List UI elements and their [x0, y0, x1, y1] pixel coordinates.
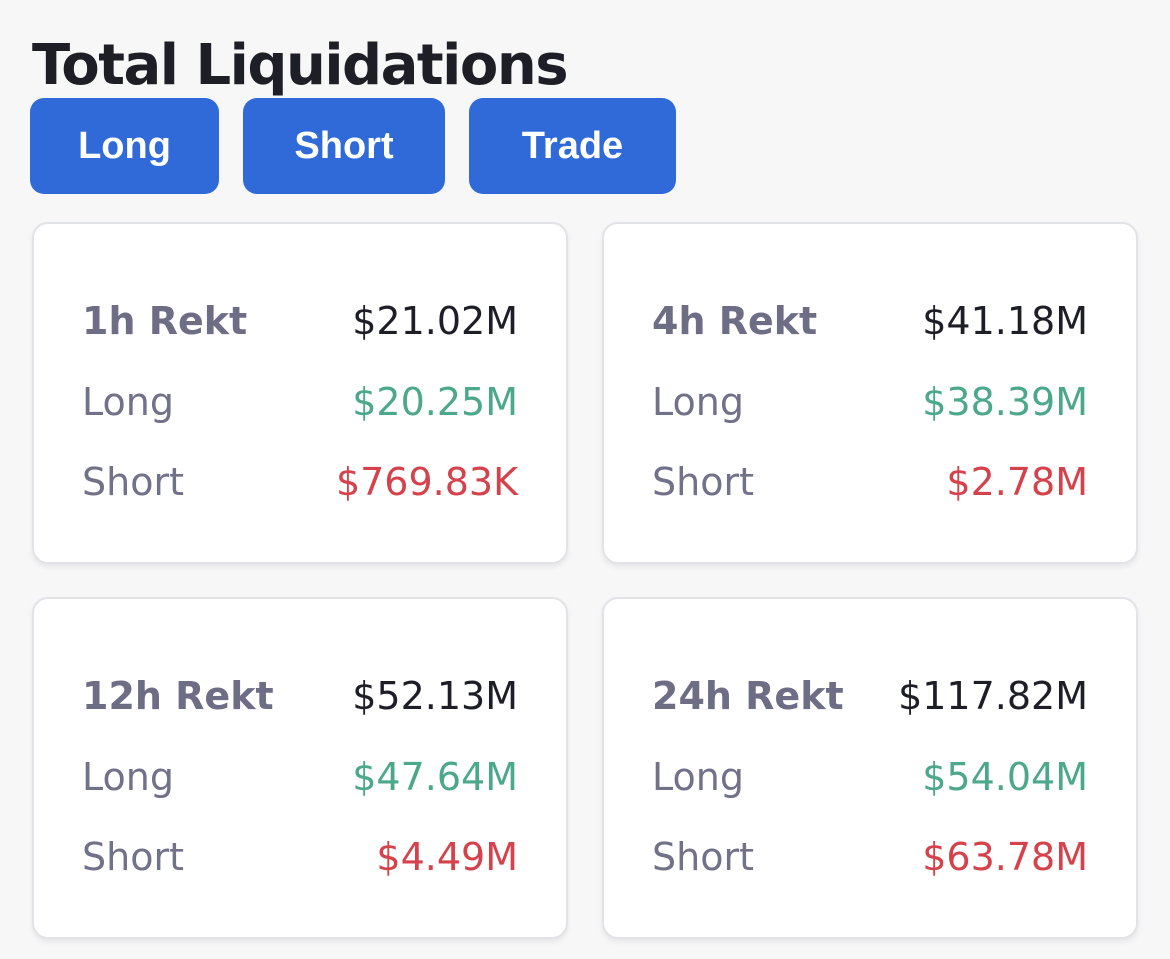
period-label: 4h Rekt	[652, 299, 818, 343]
card-12h: 12h Rekt $52.13M Long $47.64M Short $4.4…	[32, 597, 568, 939]
card-row-short: Short $4.49M	[82, 832, 518, 882]
long-button[interactable]: Long	[30, 98, 219, 194]
card-row-long: Long $54.04M	[652, 752, 1088, 802]
short-value: $769.83K	[335, 460, 518, 504]
short-label: Short	[82, 460, 184, 504]
short-value: $63.78M	[922, 835, 1088, 879]
short-label: Short	[82, 835, 184, 879]
card-4h: 4h Rekt $41.18M Long $38.39M Short $2.78…	[602, 222, 1138, 564]
period-label: 1h Rekt	[82, 299, 248, 343]
short-label: Short	[652, 835, 754, 879]
card-1h: 1h Rekt $21.02M Long $20.25M Short $769.…	[32, 222, 568, 564]
total-value: $21.02M	[352, 299, 518, 343]
card-row-long: Long $47.64M	[82, 752, 518, 802]
long-value: $38.39M	[922, 380, 1088, 424]
total-value: $117.82M	[898, 674, 1088, 718]
period-label: 24h Rekt	[652, 674, 844, 718]
card-24h: 24h Rekt $117.82M Long $54.04M Short $63…	[602, 597, 1138, 939]
long-label: Long	[652, 380, 744, 424]
long-label: Long	[652, 755, 744, 799]
long-value: $54.04M	[922, 755, 1088, 799]
short-value: $2.78M	[946, 460, 1088, 504]
card-row-short: Short $2.78M	[652, 457, 1088, 507]
long-label: Long	[82, 380, 174, 424]
card-row-short: Short $63.78M	[652, 832, 1088, 882]
page-title: Total Liquidations	[32, 33, 569, 98]
card-row-short: Short $769.83K	[82, 457, 518, 507]
period-label: 12h Rekt	[82, 674, 274, 718]
long-label: Long	[82, 755, 174, 799]
long-value: $47.64M	[352, 755, 518, 799]
short-value: $4.49M	[376, 835, 518, 879]
card-row-total: 4h Rekt $41.18M	[652, 296, 1088, 346]
card-row-total: 12h Rekt $52.13M	[82, 671, 518, 721]
trade-button[interactable]: Trade	[469, 98, 676, 194]
card-row-total: 1h Rekt $21.02M	[82, 296, 518, 346]
short-button[interactable]: Short	[243, 98, 445, 194]
short-label: Short	[652, 460, 754, 504]
total-value: $41.18M	[922, 299, 1088, 343]
card-row-long: Long $20.25M	[82, 377, 518, 427]
card-row-long: Long $38.39M	[652, 377, 1088, 427]
card-row-total: 24h Rekt $117.82M	[652, 671, 1088, 721]
total-value: $52.13M	[352, 674, 518, 718]
long-value: $20.25M	[352, 380, 518, 424]
